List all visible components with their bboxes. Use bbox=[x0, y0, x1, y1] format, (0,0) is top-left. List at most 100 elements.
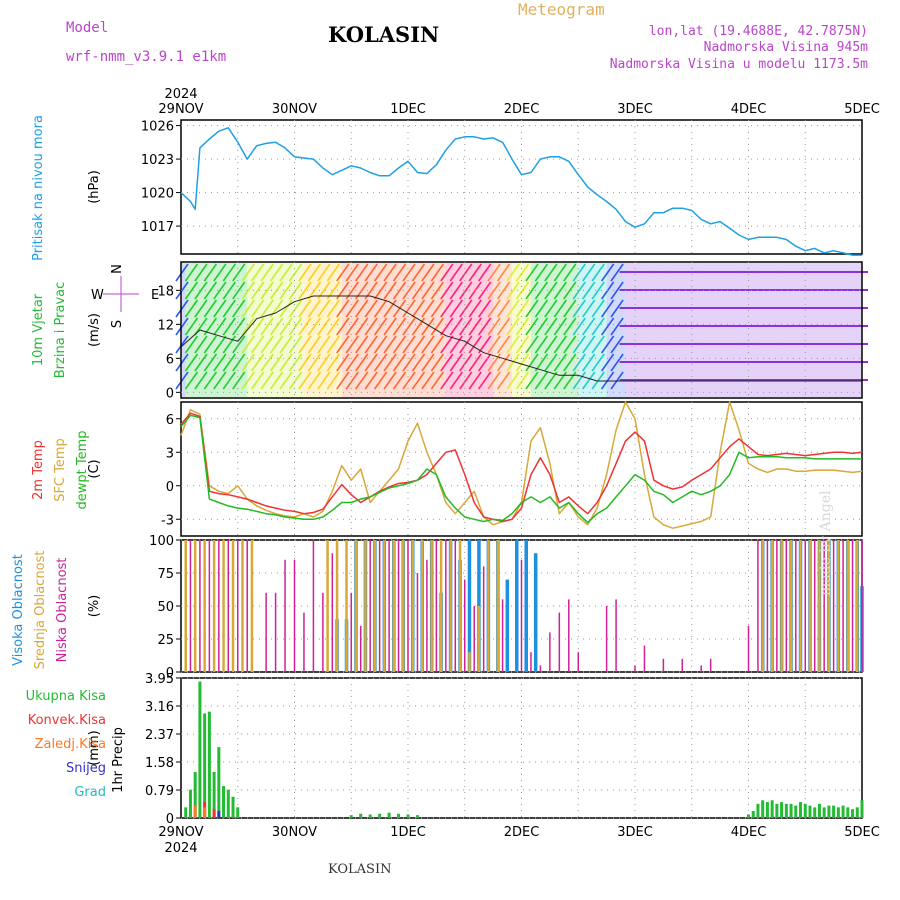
model-label: Model bbox=[66, 20, 109, 36]
lonlat-text: lon,lat (19.4688E, 42.7875N) bbox=[648, 24, 868, 39]
cloud-bar bbox=[530, 652, 532, 672]
wind-barb bbox=[478, 353, 492, 372]
cloud-bar bbox=[392, 540, 396, 672]
cloud-bar bbox=[856, 540, 859, 672]
cloud-bar bbox=[212, 540, 216, 672]
wind-barb bbox=[449, 299, 463, 318]
wind-barb bbox=[496, 317, 511, 336]
wind-barb bbox=[582, 371, 596, 390]
cloud-bar bbox=[681, 658, 684, 672]
cloud-bar bbox=[430, 540, 433, 672]
precip-bar bbox=[212, 771, 216, 818]
chart-kind: Meteogram bbox=[518, 0, 605, 19]
wind-barb bbox=[468, 317, 482, 336]
cloud-bar bbox=[222, 540, 225, 672]
wind-color-band bbox=[493, 263, 513, 397]
precip-bar bbox=[193, 771, 197, 818]
wind-barb bbox=[392, 353, 407, 372]
wind-barb bbox=[279, 317, 293, 336]
x-day-label-top: 2DEC bbox=[504, 102, 540, 117]
wind-color-band bbox=[303, 263, 342, 397]
wind-barb bbox=[307, 299, 322, 318]
cloud-bar bbox=[477, 606, 481, 672]
wind-barb bbox=[478, 263, 492, 282]
y-tick-label: 1023 bbox=[141, 153, 174, 168]
wind-barb bbox=[553, 335, 567, 354]
wind-barb bbox=[260, 335, 274, 354]
cloud-bar bbox=[515, 540, 519, 672]
wind-barb bbox=[468, 371, 482, 390]
cloud-bar bbox=[832, 540, 835, 672]
y-tick-label: 0 bbox=[166, 480, 174, 495]
wind-barb bbox=[496, 371, 511, 390]
wind-barb bbox=[184, 317, 199, 336]
wind-barb bbox=[591, 263, 605, 282]
cloud-bar bbox=[359, 625, 362, 672]
wind-barb bbox=[411, 263, 426, 282]
cloud-bar bbox=[520, 559, 523, 672]
cloud-bar bbox=[237, 540, 239, 672]
cloud-bar bbox=[407, 540, 409, 672]
cloud-bar bbox=[388, 540, 390, 672]
wind-barb bbox=[411, 353, 426, 372]
wind-barb bbox=[449, 281, 463, 300]
wind-barb bbox=[383, 317, 397, 336]
model-name: wrf-nmm_v3.9.1 e1km bbox=[66, 49, 227, 65]
wind-barb bbox=[515, 371, 530, 390]
panel-unit: (%) bbox=[87, 595, 102, 618]
wind-color-band bbox=[606, 263, 626, 397]
wind-barb bbox=[364, 353, 378, 372]
cloud-bar bbox=[837, 540, 840, 672]
wind-barb bbox=[392, 263, 407, 282]
wind-barb bbox=[402, 335, 416, 354]
wind-barb bbox=[373, 317, 388, 336]
wind-barb bbox=[421, 263, 435, 282]
cloud-bar bbox=[345, 540, 348, 672]
wind-barb bbox=[232, 263, 246, 282]
precip-legend-item: Grad bbox=[74, 785, 106, 800]
wind-barb bbox=[506, 299, 520, 318]
wind-barb bbox=[241, 281, 255, 300]
temp-ylabel: 2m Temp bbox=[31, 440, 46, 500]
wind-barb bbox=[298, 353, 312, 372]
wind-barb bbox=[572, 263, 586, 282]
wind-barb bbox=[610, 299, 624, 318]
wind-barb bbox=[317, 335, 331, 354]
wind-barb bbox=[440, 263, 454, 282]
wind-barb bbox=[402, 263, 416, 282]
wind-barb bbox=[355, 353, 369, 372]
cloud-bar bbox=[496, 540, 500, 672]
pressure-ylabel: Pritisak na nivou mora bbox=[31, 115, 46, 261]
wind-barb bbox=[364, 299, 378, 318]
cloud-bar bbox=[411, 540, 414, 672]
wind-speed-line bbox=[180, 295, 862, 382]
cloud-bar bbox=[467, 540, 472, 672]
cloud-bar bbox=[770, 540, 774, 672]
wind-barb bbox=[553, 299, 567, 318]
wind-barb bbox=[355, 299, 369, 318]
wind-barb bbox=[544, 317, 558, 336]
wind-barb bbox=[326, 263, 340, 282]
precip-bar bbox=[832, 805, 836, 818]
wind-barb bbox=[298, 263, 312, 282]
wind-barb bbox=[317, 299, 331, 318]
wind-barb bbox=[534, 263, 549, 282]
cloud-bar bbox=[189, 540, 192, 672]
wind-barb bbox=[392, 317, 407, 336]
x-day-label-bottom: 3DEC bbox=[617, 825, 653, 840]
wind-barb bbox=[298, 281, 312, 300]
wind-barb bbox=[288, 317, 303, 336]
cloud-bar bbox=[274, 592, 277, 672]
wind-barb bbox=[506, 263, 520, 282]
wind-barb bbox=[184, 281, 199, 300]
wind-barb bbox=[515, 281, 530, 300]
wind-barb bbox=[175, 335, 189, 354]
precip-bar bbox=[780, 802, 784, 818]
wind-barb bbox=[383, 353, 397, 372]
wind-barb bbox=[373, 281, 388, 300]
wind-barb bbox=[345, 335, 359, 354]
cloud-bar bbox=[250, 540, 254, 672]
cloud-bar bbox=[312, 540, 315, 672]
cloud-bar bbox=[799, 540, 802, 672]
wind-barb bbox=[345, 299, 359, 318]
